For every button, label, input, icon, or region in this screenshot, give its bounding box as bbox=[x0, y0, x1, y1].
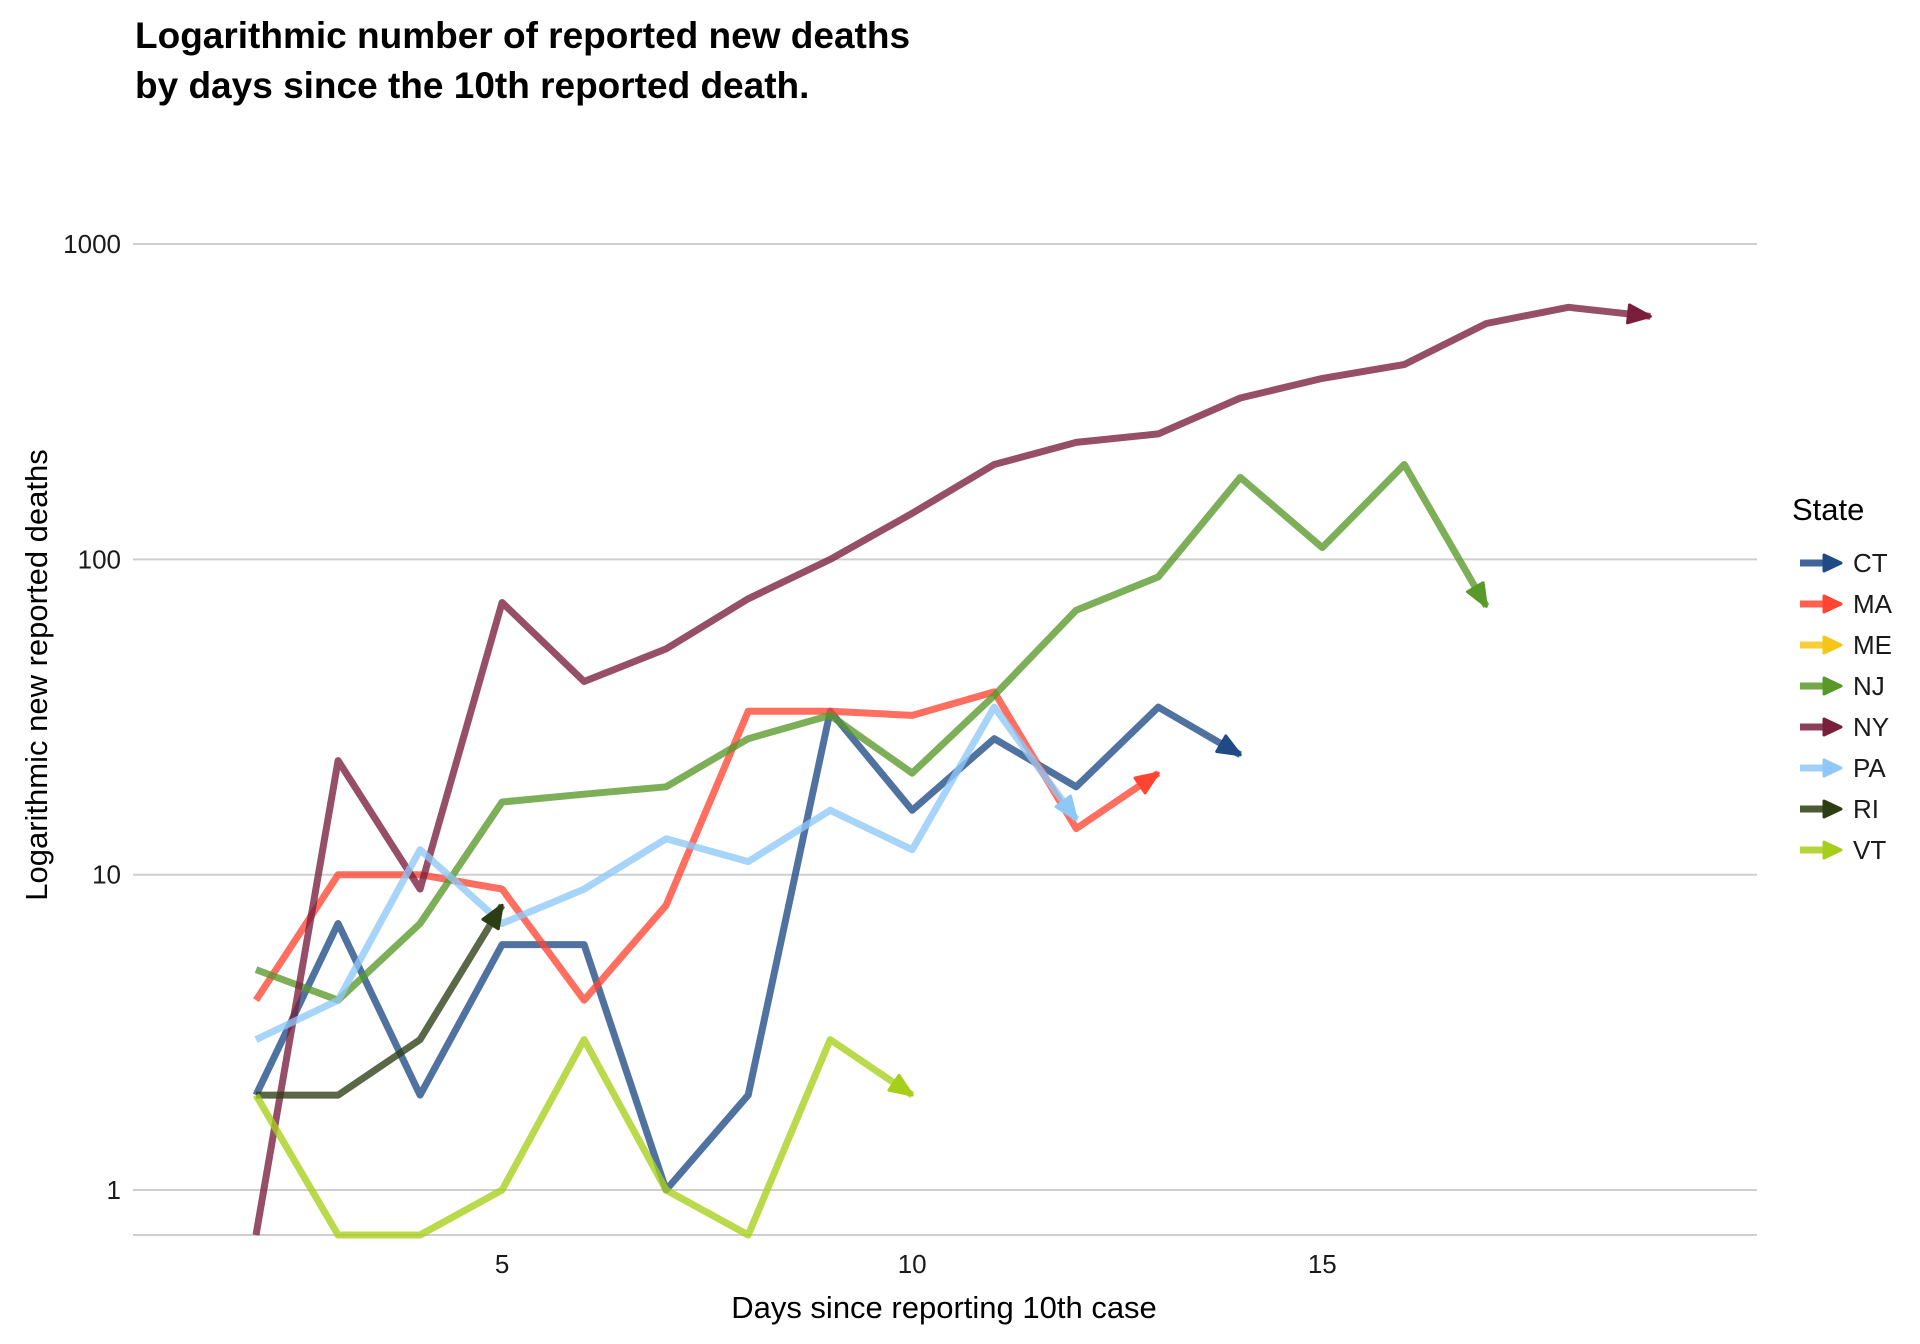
y-axis-ticks: 1 10 100 1000 bbox=[63, 229, 121, 1205]
legend-key-arrow bbox=[1822, 758, 1843, 778]
legend-key-arrow bbox=[1822, 799, 1843, 819]
series-line-vt bbox=[252, 1036, 915, 1239]
x-axis-ticks: 5 10 15 bbox=[495, 1249, 1337, 1279]
series-lines bbox=[252, 303, 1652, 1239]
y-tick-label: 1000 bbox=[63, 229, 121, 259]
legend-label: RI bbox=[1853, 794, 1879, 824]
series-line-pa bbox=[254, 703, 1080, 1043]
legend-key-arrow bbox=[1822, 840, 1843, 860]
legend-key-arrow bbox=[1822, 594, 1843, 614]
legend-item-vt: VT bbox=[1800, 835, 1886, 865]
series-arrow-pa bbox=[1054, 794, 1078, 821]
legend-item-me: ME bbox=[1800, 630, 1892, 660]
legend-item-ny: NY bbox=[1800, 712, 1889, 742]
series-arrow-vt bbox=[887, 1073, 914, 1097]
legend-label: ME bbox=[1853, 630, 1892, 660]
legend-item-pa: PA bbox=[1800, 753, 1886, 783]
legend-label: CT bbox=[1853, 548, 1888, 578]
series-arrow-nj bbox=[1466, 581, 1488, 608]
legend-key-arrow bbox=[1822, 635, 1843, 655]
legend-label: NJ bbox=[1853, 671, 1885, 701]
series-line-ny bbox=[252, 303, 1651, 1236]
legend-label: VT bbox=[1853, 835, 1886, 865]
legend-item-ma: MA bbox=[1800, 589, 1893, 619]
series-arrow-ri bbox=[481, 903, 504, 931]
legend-item-nj: NJ bbox=[1800, 671, 1885, 701]
series-line-nj bbox=[254, 461, 1490, 1004]
legend-title: State bbox=[1792, 492, 1864, 527]
y-tick-label: 1 bbox=[107, 1175, 121, 1205]
x-tick-label: 5 bbox=[495, 1249, 509, 1279]
y-axis-title: Logarithmic new reported deaths bbox=[19, 449, 54, 900]
series-line-ct bbox=[252, 703, 1243, 1194]
y-tick-label: 100 bbox=[78, 544, 121, 574]
x-tick-label: 15 bbox=[1308, 1249, 1337, 1279]
series-arrow-ct bbox=[1215, 734, 1242, 757]
legend-label: NY bbox=[1853, 712, 1889, 742]
legend: State CT MA ME NJ NY PA RI VT bbox=[1792, 492, 1893, 865]
series-line-ri bbox=[256, 903, 506, 1099]
legend-item-ri: RI bbox=[1800, 794, 1879, 824]
y-tick-label: 10 bbox=[92, 860, 121, 890]
series-arrow-ny bbox=[1626, 303, 1652, 325]
legend-key-arrow bbox=[1822, 676, 1843, 696]
legend-key-arrow bbox=[1822, 553, 1843, 573]
legend-item-ct: CT bbox=[1800, 548, 1888, 578]
x-axis-title: Days since reporting 10th case bbox=[731, 1290, 1157, 1325]
legend-label: MA bbox=[1853, 589, 1893, 619]
chart-title-line-1: Logarithmic number of reported new death… bbox=[135, 15, 910, 56]
x-tick-label: 10 bbox=[898, 1249, 927, 1279]
legend-key-arrow bbox=[1822, 717, 1843, 737]
series-arrow-ma bbox=[1133, 771, 1160, 795]
legend-label: PA bbox=[1853, 753, 1886, 783]
chart-title-line-2: by days since the 10th reported death. bbox=[135, 65, 809, 106]
